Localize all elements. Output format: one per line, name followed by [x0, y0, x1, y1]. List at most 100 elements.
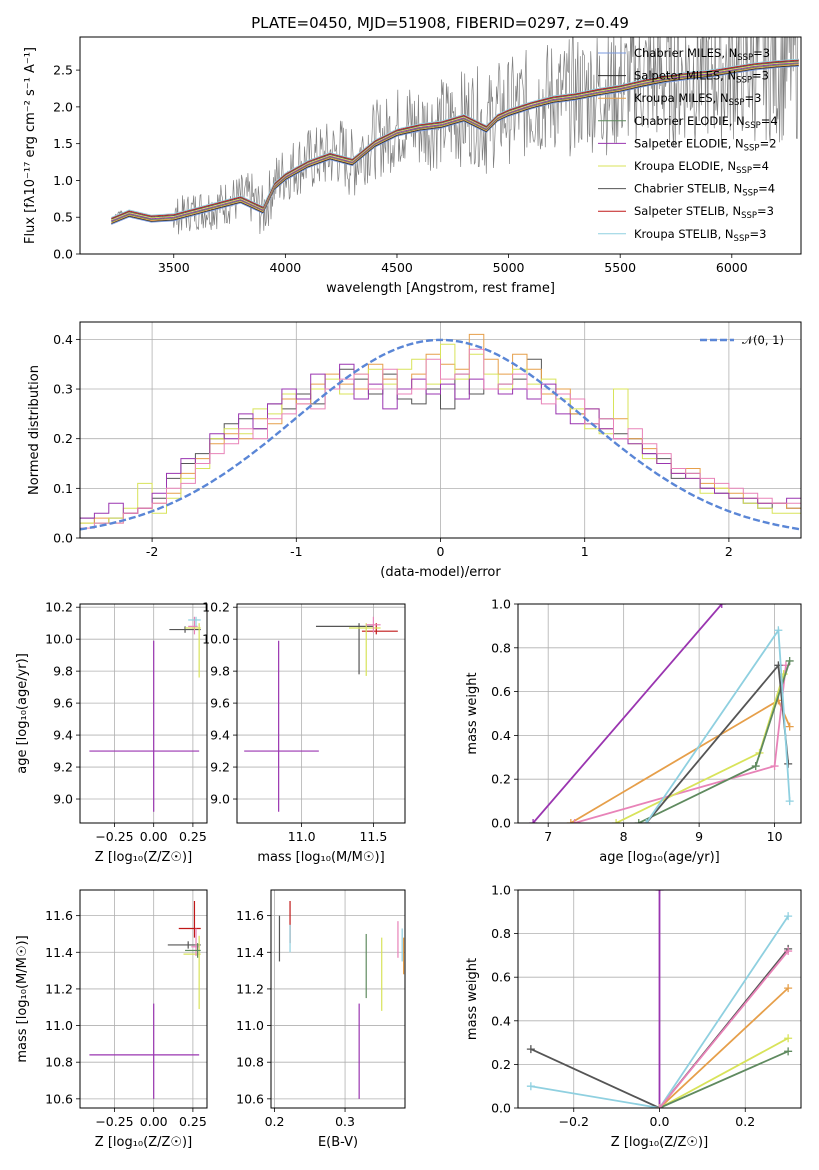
y-tick-label: 0.6	[491, 684, 511, 699]
legend-subscript: SSP	[736, 166, 752, 176]
axes-frame	[270, 889, 406, 1109]
y-tick-label: 10.0	[202, 632, 230, 647]
plot-area	[518, 604, 801, 823]
mass-weight-marker	[784, 984, 793, 993]
axes-frame	[79, 36, 802, 255]
x-axis-label: Z [log₁₀(Z/Z☉)]	[95, 1135, 192, 1150]
y-tick-label: 0.8	[491, 926, 511, 941]
x-tick-label: 4000	[269, 260, 301, 275]
x-tick-label: 8	[620, 829, 628, 844]
y-tick-label: 10.8	[236, 1055, 264, 1070]
legend-label: Kroupa MILES, N	[634, 91, 729, 105]
axes-frame	[79, 889, 208, 1109]
x-tick-label: 2	[725, 544, 733, 559]
histogram-step	[80, 348, 801, 529]
mass-weight-marker	[642, 819, 651, 823]
plot-area	[80, 322, 801, 538]
axes-frame	[236, 603, 406, 824]
model-line-kroupa-stelib	[111, 58, 799, 218]
model-line-kroupa-miles	[111, 64, 799, 224]
y-tick-label: 0.4	[491, 728, 511, 743]
y-axis-label: age [log₁₀(age/yr)]	[15, 653, 30, 774]
legend-subscript: SSP	[737, 53, 753, 63]
x-tick-label: 9	[695, 829, 703, 844]
y-tick-label: 2.5	[53, 63, 73, 78]
legend-suffix: =3	[752, 69, 769, 83]
plot-area	[110, 37, 799, 235]
legend-entry: Chabrier ELODIE, NSSP=4	[634, 114, 778, 131]
x-tick-label: 0.25	[179, 1114, 207, 1129]
x-tick-label: 3500	[158, 260, 190, 275]
axes-frame	[517, 889, 802, 1109]
y-tick-label: 11.6	[45, 908, 73, 923]
panel-age-vs-z: −0.25 0.00 0.25 9.0 9.2 9.4 9.6 9.8 10.0 10.2 Z [l…	[15, 600, 208, 865]
x-tick-label: 0.00	[140, 1114, 168, 1129]
legend-subscript: SSP	[745, 121, 761, 131]
axes-frame	[79, 603, 208, 824]
x-axis-label: wavelength [Angstrom, rest frame]	[326, 281, 555, 296]
mass-weight-line	[645, 663, 790, 823]
y-tick-label: 9.8	[210, 664, 230, 679]
axes-frame	[79, 321, 802, 539]
mass-weight-marker	[774, 626, 783, 635]
x-axis-label: age [log₁₀(age/yr)]	[599, 850, 720, 865]
y-tick-label: 11.0	[236, 1018, 264, 1033]
y-tick-label: 9.4	[53, 728, 73, 743]
legend-normal-label: 𝒩(0, 1)	[742, 333, 784, 347]
x-tick-label: 0.0	[650, 1114, 670, 1129]
legend-subscript: SSP	[744, 143, 760, 153]
y-tick-label: 9.0	[210, 792, 230, 807]
legend-subscript: SSP	[736, 76, 752, 86]
model-line-salpeter-elodie	[111, 62, 799, 222]
mass-weight-marker	[784, 947, 793, 956]
y-axis-label: mass weight	[465, 958, 480, 1040]
mass-weight-line	[659, 1037, 789, 1108]
panel-spectrum: 3500 4000 4500 5000 5500 6000 0.0 0.5 1.0 1.5 2.0 2…	[23, 36, 802, 296]
y-axis-label: Normed distribution	[27, 365, 42, 495]
y-tick-label: 0.4	[53, 332, 73, 347]
figure-title: PLATE=0450, MJD=51908, FIBERID=0297, z=0…	[251, 14, 629, 32]
y-tick-label: 11.4	[45, 945, 73, 960]
x-tick-label: 5500	[604, 260, 636, 275]
x-axis-label: Z [log₁₀(Z/Z☉)]	[611, 1135, 708, 1150]
x-tick-label: −0.25	[95, 829, 133, 844]
mass-weight-marker	[529, 819, 538, 823]
x-tick-label: 11.0	[288, 829, 316, 844]
x-tick-label: 4500	[381, 260, 413, 275]
y-tick-label: 10.2	[202, 600, 230, 615]
model-line-chabrier-elodie	[111, 63, 799, 223]
mass-weight-marker	[526, 1082, 535, 1091]
legend-entry: Salpeter ELODIE, NSSP=2	[634, 136, 777, 153]
mass-weight-line	[658, 950, 789, 1108]
y-tick-label: 0.0	[491, 816, 511, 831]
x-axis-label: (data-model)/error	[380, 565, 501, 580]
model-line-kroupa-elodie	[111, 61, 799, 221]
legend-entry: Kroupa ELODIE, NSSP=4	[634, 159, 769, 176]
legend-suffix: =3	[749, 227, 766, 241]
mass-weight-marker	[785, 656, 794, 665]
y-tick-label: 0.0	[53, 247, 73, 262]
mass-weight-marker	[570, 819, 579, 823]
x-tick-label: 7	[544, 829, 552, 844]
mass-weight-marker	[634, 819, 643, 823]
legend-suffix: =2	[760, 136, 777, 150]
normal-curve	[80, 338, 801, 531]
legend-entry: Salpeter MILES, NSSP=3	[634, 69, 769, 86]
plot-area	[271, 890, 405, 1108]
y-tick-label: 11.2	[236, 981, 264, 996]
legend-suffix: =4	[758, 182, 775, 196]
x-tick-label: 1	[581, 544, 589, 559]
x-tick-label: −0.2	[559, 1114, 589, 1129]
y-tick-label: 10.0	[45, 632, 73, 647]
plot-area	[518, 890, 801, 1108]
y-tick-label: 10.2	[45, 600, 73, 615]
legend-suffix: =4	[761, 114, 778, 128]
plot-area	[237, 604, 405, 823]
y-tick-label: 9.6	[53, 696, 73, 711]
histogram-step	[80, 358, 801, 524]
y-tick-label: 0.2	[491, 772, 511, 787]
y-tick-label: 0.3	[53, 382, 73, 397]
legend-label: Chabrier STELIB, N	[634, 182, 742, 196]
